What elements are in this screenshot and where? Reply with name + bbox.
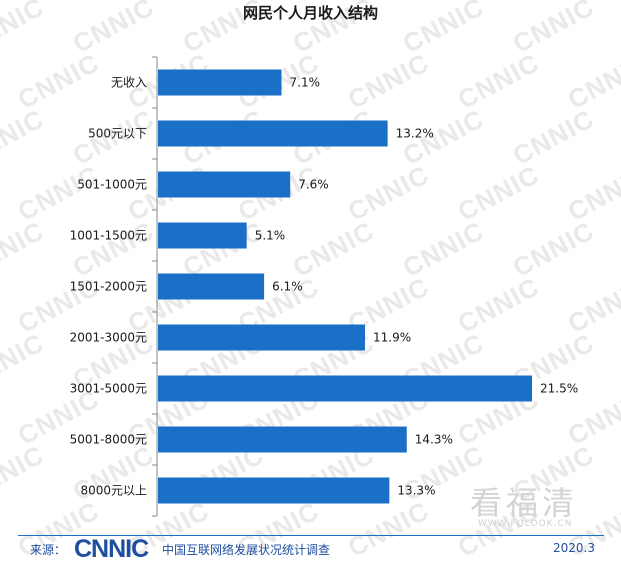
bar — [158, 477, 390, 504]
footer-divider — [18, 535, 604, 536]
source-prefix: 来源： — [30, 543, 67, 557]
value-label: 14.3% — [415, 433, 453, 447]
value-label: 7.1% — [290, 76, 321, 90]
value-label: 5.1% — [255, 229, 286, 243]
bar — [158, 324, 366, 351]
category-label: 1001-1500元 — [70, 229, 147, 243]
bar — [158, 375, 532, 402]
cnnic-logo: CNNIC — [74, 535, 149, 563]
category-label: 无收入 — [111, 76, 147, 90]
category-label: 5001-8000元 — [70, 433, 147, 447]
value-label: 13.3% — [397, 484, 435, 498]
category-label: 1501-2000元 — [70, 280, 147, 294]
value-label: 11.9% — [373, 331, 411, 345]
chart-title: 网民个人月收入结构 — [242, 4, 378, 22]
corner-watermark: 看福清 — [470, 484, 579, 522]
category-label: 500元以下 — [88, 127, 147, 141]
corner-watermark-url: WWW.FQLOOK.CN — [478, 519, 573, 529]
bar — [158, 426, 407, 453]
category-label: 2001-3000元 — [70, 331, 147, 345]
category-label: 8000元以上 — [80, 484, 147, 498]
bar — [158, 171, 291, 198]
bar — [158, 120, 388, 147]
source-org: 中国互联网络发展状况统计调查 — [162, 543, 331, 557]
bar — [158, 69, 282, 96]
report-date: 2020.3 — [553, 541, 595, 555]
bar — [158, 273, 265, 300]
value-label: 21.5% — [540, 382, 578, 396]
value-label: 13.2% — [396, 127, 434, 141]
category-label: 501-1000元 — [77, 178, 147, 192]
value-label: 7.6% — [298, 178, 329, 192]
bar — [158, 222, 247, 249]
value-label: 6.1% — [272, 280, 303, 294]
category-label: 3001-5000元 — [70, 382, 147, 396]
